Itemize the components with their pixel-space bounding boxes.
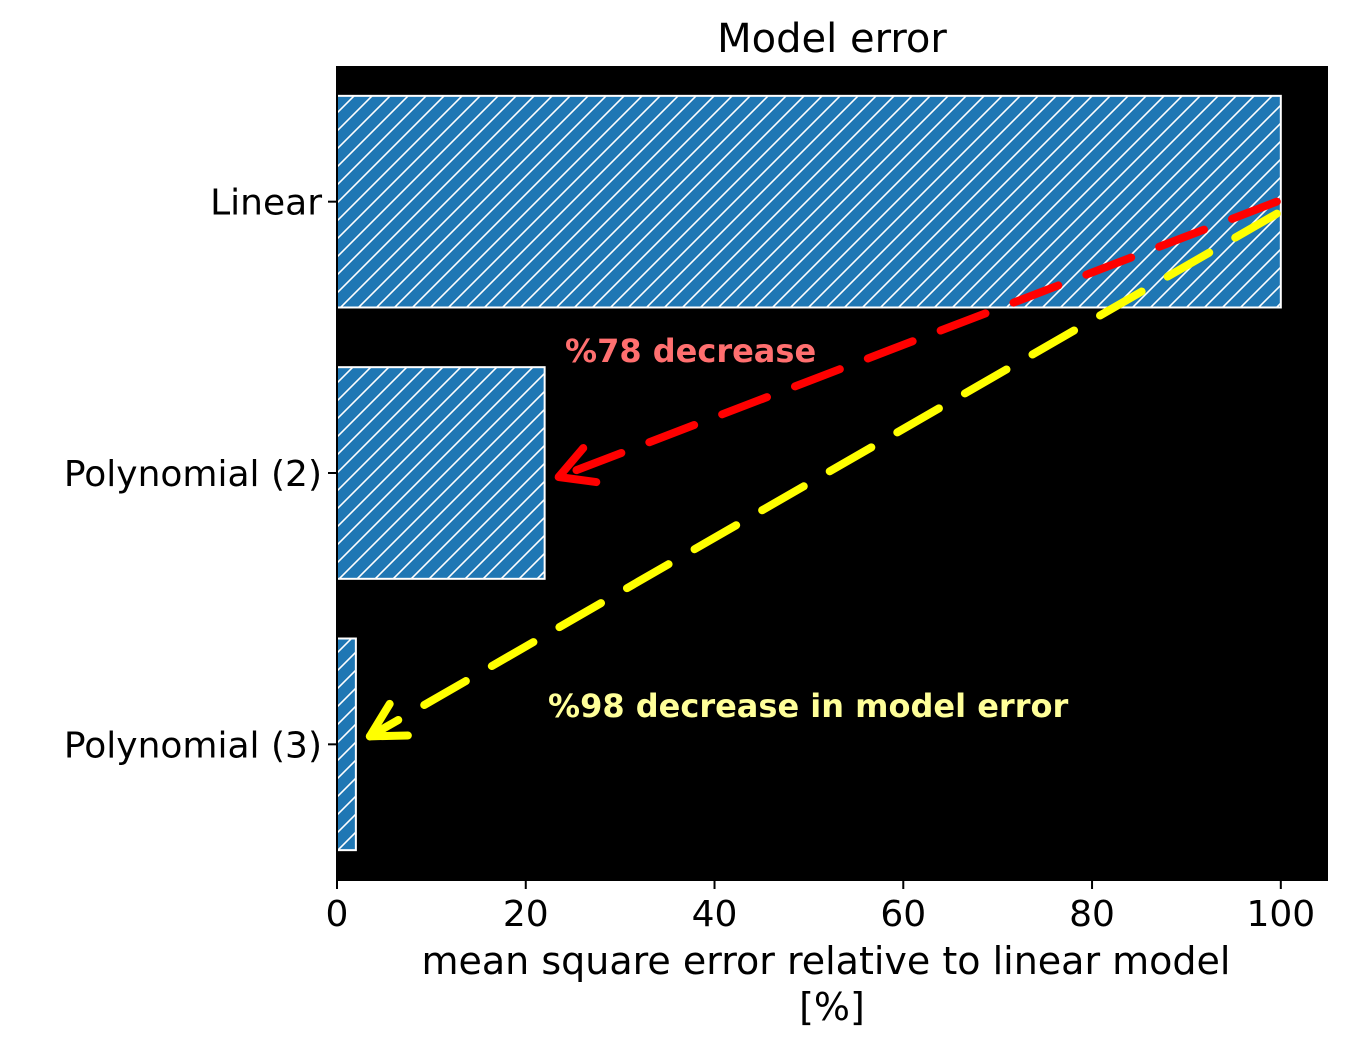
x-axis-label-line-1: mean square error relative to linear mod… xyxy=(422,939,1231,983)
chart-title: Model error xyxy=(717,16,947,62)
x-tick-label: 40 xyxy=(692,894,738,935)
bar-polynomial-3 xyxy=(336,637,357,852)
x-tick-label: 60 xyxy=(880,894,926,935)
annotation-decrease-98: %98 decrease in model error xyxy=(548,687,1068,725)
y-tick-label: Polynomial (2) xyxy=(64,454,322,495)
y-tick-label: Polynomial (3) xyxy=(64,725,322,766)
x-axis-label-line-2: [%] xyxy=(799,985,865,1029)
y-tick-label: Linear xyxy=(210,183,322,224)
bar-polynomial-2 xyxy=(336,366,546,580)
annotation-arrows xyxy=(365,197,1281,741)
arrow-head-decrease-98 xyxy=(365,699,412,741)
bars-group xyxy=(336,94,1282,852)
bar-linear xyxy=(336,94,1282,309)
x-tick-label: 20 xyxy=(503,894,549,935)
annotation-decrease-78: %78 decrease xyxy=(565,332,816,370)
x-tick-label: 100 xyxy=(1246,894,1315,935)
x-axis: 0 20 40 60 80 100 xyxy=(326,879,1328,935)
arrow-shaft-decrease-98 xyxy=(365,209,1281,741)
arrow-shaft-decrease-78 xyxy=(554,197,1281,481)
annotations-group: %78 decrease %98 decrease in model error xyxy=(548,332,1068,725)
x-tick-label: 0 xyxy=(326,894,349,935)
y-axis: Linear Polynomial (2) Polynomial (3) xyxy=(64,66,338,880)
arrow-head-decrease-78 xyxy=(554,444,601,487)
x-tick-label: 80 xyxy=(1069,894,1115,935)
